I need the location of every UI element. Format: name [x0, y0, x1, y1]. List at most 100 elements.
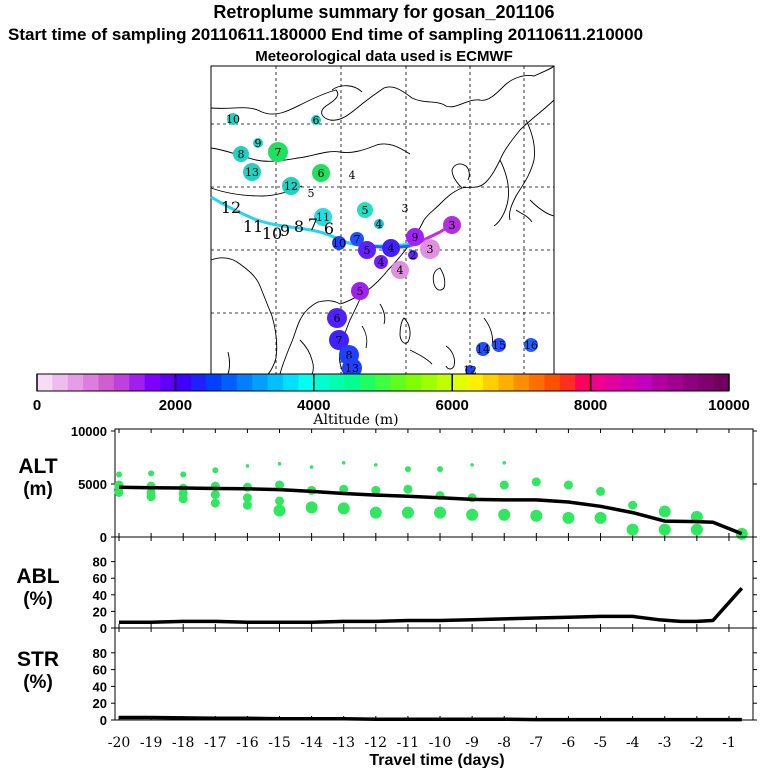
- travel-day-label: 6: [324, 219, 334, 238]
- alt-scatter-point: [530, 509, 543, 522]
- colorbar-swatch: [667, 374, 684, 391]
- alt-unit: (m): [23, 479, 53, 500]
- str-unit: (%): [23, 672, 53, 693]
- y-tick-label: 0: [100, 713, 107, 728]
- plume-marker: [351, 282, 369, 300]
- alt-scatter-point: [374, 463, 378, 467]
- plume-cluster-7: 7: [329, 330, 349, 350]
- alt-scatter-point: [305, 501, 318, 514]
- plume-marker-label: 3: [402, 202, 409, 215]
- colorbar-tick-label: 4000: [297, 397, 330, 414]
- alt-scatter-point: [470, 463, 474, 467]
- travel-day-label: 7: [308, 215, 318, 234]
- colorbar-swatch: [129, 374, 146, 391]
- x-tick-label: -3: [658, 735, 672, 751]
- travel-day-label: 11: [243, 217, 263, 236]
- alt-scatter-point: [309, 465, 314, 469]
- colorbar-swatch: [436, 374, 453, 391]
- alt-scatter-point: [116, 471, 122, 478]
- plume-cluster-8: 8: [233, 146, 249, 162]
- plume-marker: [327, 308, 347, 328]
- y-tick-label: 80: [93, 555, 107, 570]
- alt-scatter-point: [148, 470, 155, 477]
- colorbar-swatch: [636, 374, 653, 391]
- alt-scatter-point: [594, 511, 607, 524]
- plume-marker-label: 10: [332, 237, 346, 250]
- x-tick-label: -1: [722, 735, 736, 751]
- plume-cluster-5: 5: [351, 282, 369, 300]
- plume-cluster-5: 5: [358, 241, 376, 259]
- plume-marker: [408, 250, 418, 260]
- plume-marker-label: 4: [349, 169, 356, 182]
- travel-day-label: 9: [280, 221, 290, 240]
- x-tick-label: -6: [562, 735, 576, 751]
- colorbar-swatch: [37, 374, 53, 391]
- plume-cluster-10: 10: [332, 236, 346, 250]
- plume-cluster-3: 3: [402, 202, 409, 215]
- colorbar-swatch: [682, 374, 699, 391]
- colorbar-swatch: [267, 374, 284, 391]
- y-tick-label: 40: [93, 679, 107, 694]
- colorbar-swatch: [652, 374, 668, 391]
- colorbar-swatch: [344, 374, 361, 391]
- plume-marker-label: 10: [226, 113, 240, 126]
- plume-marker: [374, 219, 384, 229]
- x-tick-label: -11: [397, 735, 420, 751]
- colorbar-tick-label: 2000: [159, 397, 192, 414]
- x-tick-label: -4: [626, 735, 640, 751]
- plume-marker-label: 6: [313, 114, 320, 127]
- plume-marker-label: 3: [427, 243, 434, 256]
- colorbar-swatch: [529, 374, 545, 391]
- plume-marker-label: 16: [524, 339, 538, 352]
- colorbar-swatch: [313, 374, 330, 391]
- str-panel-frame: [114, 627, 754, 721]
- plume-cluster-11: 11: [314, 208, 332, 226]
- x-tick-label: -9: [465, 735, 479, 751]
- alt-scatter-point: [628, 500, 638, 510]
- plume-marker-label: 8: [346, 349, 353, 362]
- colorbar-swatch: [160, 374, 176, 391]
- alt-scatter-point: [531, 477, 541, 487]
- coastlines: [210, 65, 555, 375]
- alt-scatter-point: [178, 494, 188, 504]
- colorbar-swatch: [390, 374, 407, 391]
- alt-scatter-point: [690, 523, 703, 536]
- x-tick-label: -5: [594, 735, 608, 751]
- colorbar-swatch: [698, 374, 715, 391]
- plume-cluster-13: 13: [243, 163, 261, 181]
- plume-marker: [350, 232, 364, 246]
- plume-marker-label: 2: [410, 249, 417, 262]
- plume-cluster-4: 4: [374, 218, 384, 231]
- colorbar-swatch: [559, 374, 576, 391]
- x-tick-label: -20: [108, 735, 131, 751]
- plume-marker: [443, 216, 461, 234]
- plume-marker: [233, 146, 249, 162]
- plume-cluster-16: 16: [524, 338, 538, 352]
- alt-series-line: [118, 485, 743, 536]
- plume-marker: [357, 202, 373, 218]
- colorbar-swatch: [482, 374, 499, 391]
- plume-marker-label: 9: [255, 137, 262, 150]
- y-tick-label: 20: [93, 604, 107, 619]
- x-tick-label: -14: [300, 735, 323, 751]
- alt-scatter-point: [275, 480, 285, 490]
- plume-cluster-13: 13: [342, 358, 362, 378]
- plume-marker: [253, 138, 263, 148]
- y-tick-label: 10000: [71, 424, 107, 439]
- plume-cluster-2: 2: [408, 249, 418, 262]
- alt-scatter-point: [114, 487, 124, 497]
- alt-scatter-point: [434, 506, 447, 519]
- alt-scatter-point: [499, 480, 509, 490]
- plume-marker: [312, 164, 330, 182]
- plume-marker-label: 4: [378, 256, 385, 269]
- plume-cluster-6: 6: [311, 114, 321, 127]
- plume-cluster-9: 9: [406, 228, 424, 246]
- y-tick-label: 20: [93, 696, 107, 711]
- colorbar-swatch: [329, 374, 346, 391]
- plume-marker-label: 15: [492, 339, 506, 352]
- x-tick-label: -19: [140, 735, 163, 751]
- travel-day-label: 10: [262, 224, 282, 243]
- plume-cluster-3: 3: [420, 239, 440, 259]
